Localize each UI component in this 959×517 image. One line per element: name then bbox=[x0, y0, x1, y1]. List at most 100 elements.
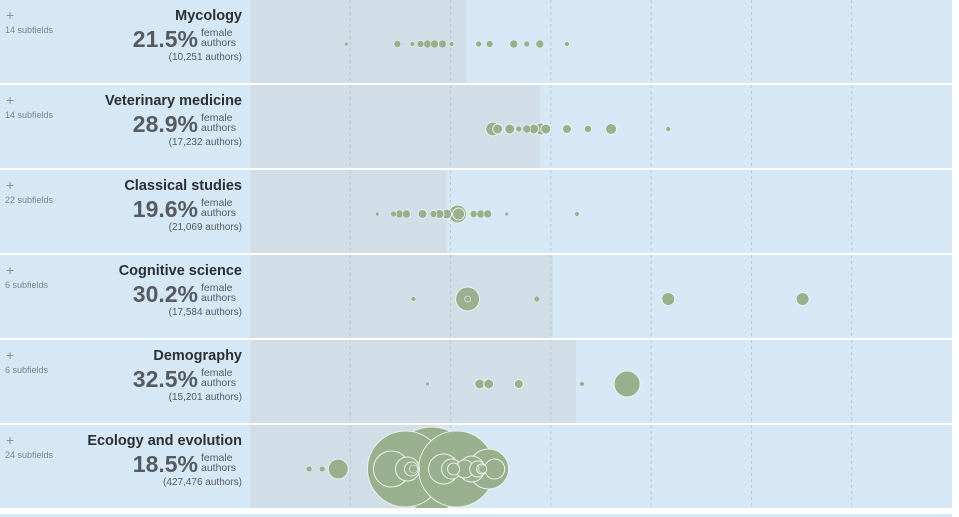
subfield-bubble[interactable] bbox=[430, 39, 439, 49]
subfield-bubble[interactable] bbox=[475, 40, 482, 48]
field-row[interactable]: +22 subfields Classical studies 19.6% femal… bbox=[0, 170, 952, 253]
plus-icon[interactable]: + bbox=[6, 92, 15, 108]
subfield-bubble[interactable] bbox=[318, 465, 326, 473]
row-divider bbox=[0, 168, 952, 171]
subfield-bubble-plot bbox=[250, 340, 853, 423]
author-count: (427,476 authors) bbox=[163, 477, 242, 488]
female-word: female bbox=[201, 112, 233, 124]
subfield-bubble[interactable] bbox=[564, 41, 570, 47]
plus-icon[interactable]: + bbox=[6, 347, 15, 363]
subfield-bubble[interactable] bbox=[375, 211, 380, 217]
subfield-bubble[interactable] bbox=[522, 124, 532, 134]
field-label-panel: +6 subfields Cognitive science 30.2% female… bbox=[0, 255, 250, 338]
subfield-bubble[interactable] bbox=[417, 209, 428, 219]
subfield-bubble[interactable] bbox=[464, 295, 471, 303]
subfield-bubble[interactable] bbox=[469, 210, 478, 218]
subfield-bubble[interactable] bbox=[429, 210, 438, 218]
field-row[interactable]: +6 subfields Cognitive science 30.2% female… bbox=[0, 255, 952, 338]
subfield-bubble[interactable] bbox=[579, 381, 585, 387]
plus-icon[interactable]: + bbox=[6, 262, 15, 278]
author-count: (10,251 authors) bbox=[168, 52, 242, 63]
subfield-bubble[interactable] bbox=[661, 292, 676, 306]
subfield-count: 6 subfields bbox=[5, 280, 49, 290]
field-label-panel: +24 subfields Ecology and evolution 18.5% f… bbox=[0, 425, 250, 508]
subfield-bubble[interactable] bbox=[665, 126, 671, 132]
subfield-count: 24 subfields bbox=[5, 450, 54, 460]
plus-icon[interactable]: + bbox=[6, 177, 15, 193]
subfield-bubble[interactable] bbox=[327, 458, 349, 480]
plus-icon[interactable]: + bbox=[6, 7, 15, 23]
subfield-bubble[interactable] bbox=[484, 458, 506, 480]
subfield-bubble[interactable] bbox=[393, 40, 402, 48]
subfield-bubble[interactable] bbox=[409, 464, 418, 474]
author-count: (17,584 authors) bbox=[168, 307, 242, 318]
subfield-bubble[interactable] bbox=[416, 40, 425, 48]
field-row[interactable]: +6 subfields Demography 32.5% female authors… bbox=[0, 340, 952, 423]
subfield-count: 6 subfields bbox=[5, 365, 49, 375]
subfield-bubble[interactable] bbox=[452, 207, 466, 221]
female-percent: 19.6% bbox=[132, 196, 198, 222]
subfield-bubble[interactable] bbox=[409, 41, 416, 47]
subfield-bubble[interactable] bbox=[485, 40, 494, 48]
field-row[interactable]: +14 subfields Mycology 21.5% female authors (… bbox=[0, 0, 952, 83]
subfield-bubble[interactable] bbox=[540, 123, 552, 135]
subfield-count: 22 subfields bbox=[5, 195, 54, 205]
subfield-bubble[interactable] bbox=[492, 123, 504, 135]
subfield-bubble[interactable] bbox=[574, 211, 580, 217]
subfield-bubble[interactable] bbox=[533, 295, 541, 303]
subfield-bubble[interactable] bbox=[561, 124, 572, 134]
subfield-bubble[interactable] bbox=[474, 378, 486, 390]
subfield-bubble[interactable] bbox=[390, 210, 397, 218]
row-divider bbox=[0, 83, 952, 86]
subfield-bubble[interactable] bbox=[483, 378, 495, 390]
subfield-bubble[interactable] bbox=[305, 465, 313, 473]
subfield-bubble[interactable] bbox=[410, 296, 417, 302]
female-share-band bbox=[250, 255, 553, 338]
subfield-bubble[interactable] bbox=[509, 39, 519, 49]
row-divider bbox=[0, 253, 952, 256]
field-row[interactable]: +14 subfields Veterinary medicine 28.9% fem… bbox=[0, 85, 952, 168]
subfield-bubble[interactable] bbox=[402, 209, 411, 219]
field-row[interactable]: +24 subfields Ecology and evolution 18.5% f… bbox=[0, 425, 952, 508]
authors-word: authors bbox=[201, 122, 237, 134]
subfield-bubble[interactable] bbox=[447, 462, 461, 476]
female-word: female bbox=[201, 452, 233, 464]
subfield-bubble[interactable] bbox=[504, 211, 510, 217]
female-percent: 21.5% bbox=[132, 26, 198, 52]
subfield-bubble[interactable] bbox=[605, 123, 618, 135]
plus-icon[interactable]: + bbox=[6, 432, 15, 448]
subfield-bubble[interactable] bbox=[478, 464, 487, 474]
authors-word: authors bbox=[201, 37, 237, 49]
subfield-bubble[interactable] bbox=[515, 125, 523, 133]
female-word: female bbox=[201, 282, 233, 294]
female-authors-suffix: female authors bbox=[201, 452, 237, 474]
subfield-bubble[interactable] bbox=[483, 209, 492, 219]
subfield-bubble-plot bbox=[250, 85, 853, 168]
subfield-bubble[interactable] bbox=[584, 125, 592, 133]
field-name: Mycology bbox=[175, 8, 242, 24]
subfield-bubble[interactable] bbox=[438, 39, 447, 49]
field-label-panel: +22 subfields Classical studies 19.6% femal… bbox=[0, 170, 250, 253]
subfield-bubble-plot bbox=[250, 170, 853, 253]
subfield-bubble[interactable] bbox=[513, 379, 524, 389]
subfield-bubble[interactable] bbox=[425, 381, 430, 387]
next-row-edge bbox=[0, 514, 952, 517]
authors-word: authors bbox=[201, 292, 237, 304]
female-percent: 32.5% bbox=[132, 366, 198, 392]
subfield-bubble[interactable] bbox=[613, 370, 641, 398]
subfield-bubble[interactable] bbox=[448, 41, 455, 47]
female-authors-suffix: female authors bbox=[201, 28, 237, 49]
subfield-bubble[interactable] bbox=[504, 123, 516, 135]
field-name: Demography bbox=[153, 348, 242, 364]
subfield-bubble[interactable] bbox=[523, 40, 531, 48]
field-label-panel: +14 subfields Mycology 21.5% female authors (… bbox=[0, 0, 250, 83]
authors-word: authors bbox=[201, 462, 237, 474]
subfield-count: 14 subfields bbox=[5, 110, 54, 120]
subfield-bubble[interactable] bbox=[535, 39, 545, 49]
female-word: female bbox=[201, 367, 233, 379]
female-authors-suffix: female authors bbox=[201, 112, 237, 134]
subfield-bubble[interactable] bbox=[343, 41, 349, 47]
subfield-bubble[interactable] bbox=[795, 292, 810, 306]
female-authors-suffix: female authors bbox=[201, 367, 236, 389]
